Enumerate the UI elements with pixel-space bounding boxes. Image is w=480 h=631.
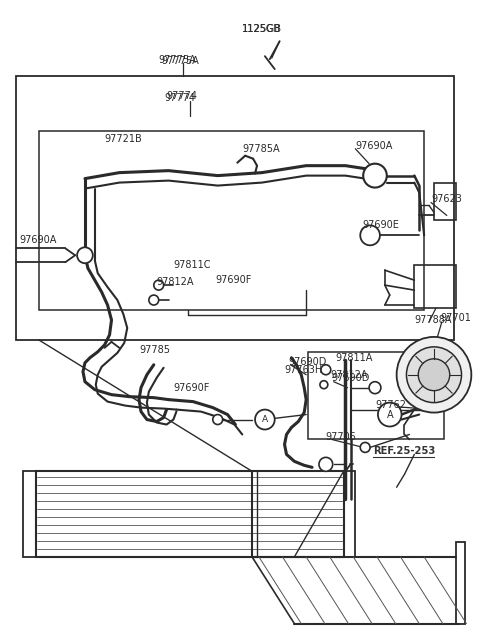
Text: 97788A: 97788A xyxy=(414,315,452,325)
Text: 97774: 97774 xyxy=(165,93,195,103)
Text: 97623: 97623 xyxy=(431,194,462,204)
Text: 97690D: 97690D xyxy=(288,357,327,367)
Bar xyxy=(36,471,344,557)
Text: 97763H: 97763H xyxy=(285,365,323,375)
Bar xyxy=(434,182,456,220)
Circle shape xyxy=(77,247,93,263)
Circle shape xyxy=(369,382,381,394)
Text: 1125GB: 1125GB xyxy=(242,24,282,34)
Text: 97690F: 97690F xyxy=(216,275,252,285)
Circle shape xyxy=(418,359,450,391)
Bar xyxy=(23,471,36,557)
Text: 97690F: 97690F xyxy=(173,382,210,392)
Text: 97721B: 97721B xyxy=(105,134,143,144)
Text: 97811A: 97811A xyxy=(336,353,373,363)
Circle shape xyxy=(321,365,331,375)
Circle shape xyxy=(360,442,370,452)
Text: 97785: 97785 xyxy=(139,345,170,355)
Text: 97690A: 97690A xyxy=(19,235,57,245)
Text: 97785A: 97785A xyxy=(242,144,280,154)
Bar xyxy=(456,542,466,623)
Bar xyxy=(16,76,454,340)
Text: REF.25-253: REF.25-253 xyxy=(373,446,435,456)
Text: 97811C: 97811C xyxy=(173,260,211,270)
Text: 97690D: 97690D xyxy=(332,373,370,383)
Circle shape xyxy=(319,457,333,471)
Text: A: A xyxy=(262,415,268,424)
Bar xyxy=(344,471,355,557)
Circle shape xyxy=(396,337,471,413)
Text: 97701: 97701 xyxy=(441,313,472,323)
Bar xyxy=(308,352,444,439)
Text: 97690E: 97690E xyxy=(362,220,399,230)
Text: 97775A: 97775A xyxy=(159,55,196,65)
Text: 97762: 97762 xyxy=(375,399,406,410)
Text: 97705: 97705 xyxy=(326,432,357,442)
Circle shape xyxy=(363,163,387,187)
Circle shape xyxy=(213,415,223,425)
Text: 97812A: 97812A xyxy=(331,370,368,380)
Text: 1125GB: 1125GB xyxy=(242,24,281,34)
Text: A: A xyxy=(386,410,393,420)
Text: 97774: 97774 xyxy=(167,91,198,101)
Circle shape xyxy=(407,347,461,403)
Circle shape xyxy=(255,410,275,430)
Text: 97775A: 97775A xyxy=(162,56,199,66)
Circle shape xyxy=(154,280,164,290)
Circle shape xyxy=(149,295,159,305)
Circle shape xyxy=(360,225,380,245)
Text: 97690A: 97690A xyxy=(355,141,393,151)
Bar xyxy=(414,265,456,308)
Bar xyxy=(39,131,424,310)
Circle shape xyxy=(320,380,328,389)
Circle shape xyxy=(378,403,402,427)
Text: 97812A: 97812A xyxy=(157,277,194,287)
